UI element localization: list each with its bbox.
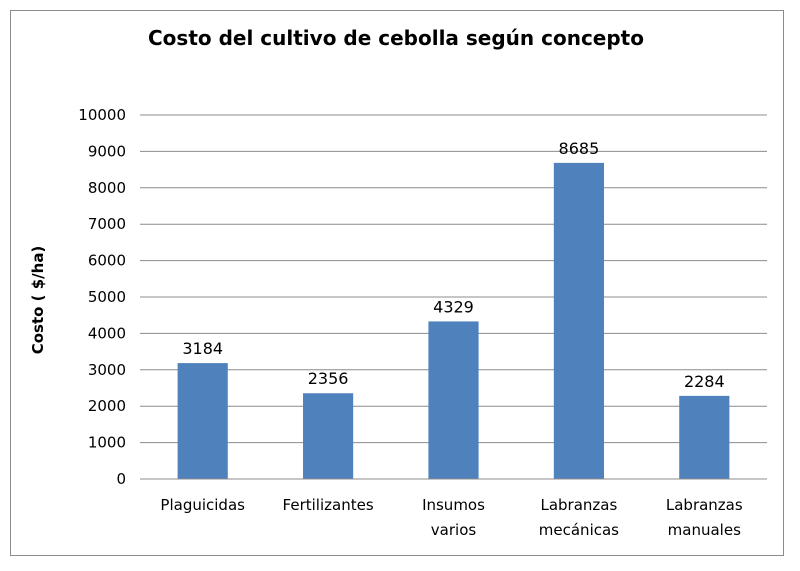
y-tick-label: 0 (116, 470, 126, 488)
x-tick-label: Plaguicidas (160, 496, 245, 514)
y-tick-label: 3000 (88, 361, 126, 379)
data-label: 3184 (182, 339, 223, 358)
y-tick-labels: 0 1000 2000 3000 4000 5000 6000 7000 8000 9000 100… (78, 106, 126, 488)
y-tick-label: 10000 (78, 106, 126, 124)
bar (303, 393, 354, 479)
bars (177, 162, 730, 479)
bar (177, 363, 228, 479)
y-tick-label: 1000 (88, 434, 126, 452)
y-tick-label: 8000 (88, 179, 126, 197)
y-tick-label: 2000 (88, 397, 126, 415)
y-tick-label: 5000 (88, 288, 126, 306)
bar (553, 162, 604, 479)
data-labels: 3184 2356 4329 8685 2284 (182, 139, 724, 391)
y-tick-label: 6000 (88, 252, 126, 270)
bar (679, 395, 730, 479)
bar (428, 321, 479, 479)
x-tick-label: Labranzas mecánicas (539, 496, 619, 539)
x-tick-label: Insumos varios (422, 496, 485, 539)
data-label: 2356 (308, 369, 349, 388)
y-tick-label: 9000 (88, 142, 126, 160)
chart-frame (10, 10, 784, 556)
data-label: 8685 (559, 139, 600, 158)
x-tick-label: Labranzas manuales (666, 496, 743, 539)
data-label: 2284 (684, 372, 725, 391)
x-tick-label: Fertilizantes (283, 496, 374, 514)
x-tick-labels: Plaguicidas Fertilizantes Insumos varios Lab… (160, 496, 742, 539)
y-tick-label: 7000 (88, 215, 126, 233)
data-label: 4329 (433, 297, 474, 316)
y-tick-label: 4000 (88, 324, 126, 342)
chart-title: Costo del cultivo de cebolla según conce… (148, 26, 644, 50)
